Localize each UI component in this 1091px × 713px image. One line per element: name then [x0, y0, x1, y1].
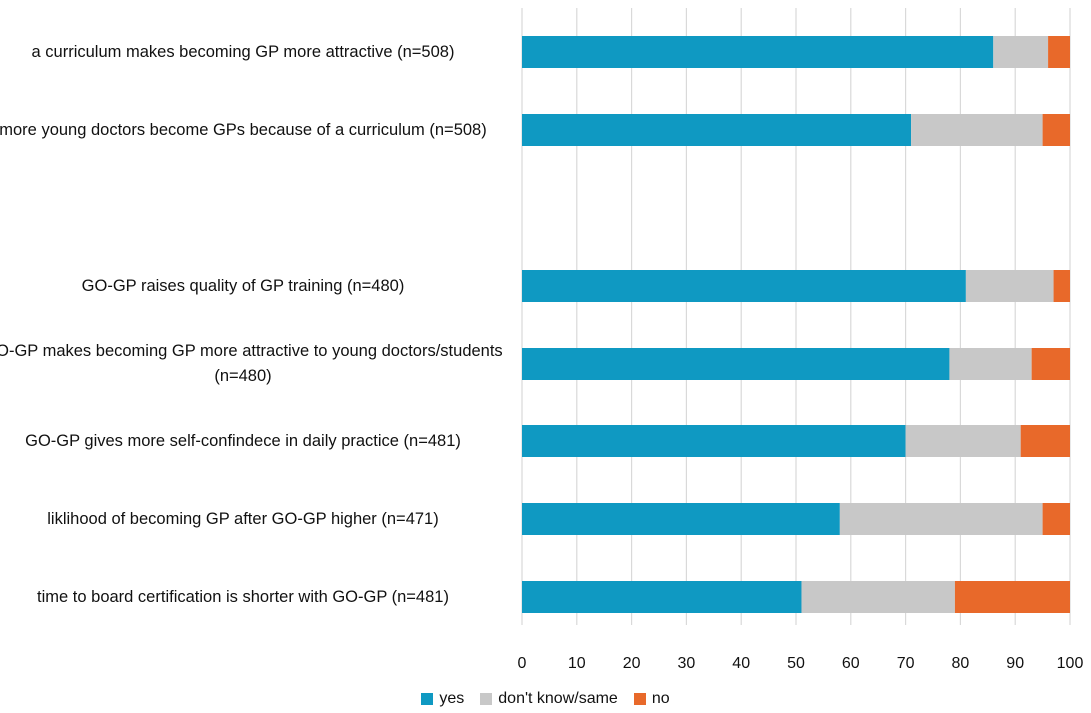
category-label: GO-GP gives more self-confindece in dail… — [25, 431, 461, 450]
bar-segment-don-t-know-same — [801, 581, 955, 613]
bar-segment-yes — [522, 581, 802, 613]
x-tick-label: 0 — [518, 655, 527, 672]
x-tick-label: 40 — [732, 655, 750, 672]
bar-segment-no — [1053, 270, 1070, 302]
category-label: liklihood of becoming GP after GO-GP hig… — [47, 509, 439, 528]
x-tick-label: 20 — [623, 655, 641, 672]
legend-item: don't know/same — [480, 690, 618, 708]
legend-swatch — [480, 693, 493, 705]
bars — [522, 36, 1070, 613]
x-tick-label: 30 — [678, 655, 696, 672]
legend: yes don't know/same no — [0, 690, 1091, 710]
legend-item: no — [633, 690, 670, 708]
bar-segment-don-t-know-same — [839, 503, 1043, 535]
x-tick-label: 70 — [897, 655, 915, 672]
bar-segment-no — [1042, 114, 1070, 146]
legend-label: don't know/same — [498, 690, 618, 707]
x-tick-label: 80 — [952, 655, 970, 672]
bar-segment-yes — [522, 425, 906, 457]
bar-segment-no — [1020, 425, 1070, 457]
category-label: time to board certification is shorter w… — [37, 587, 449, 606]
legend-label: yes — [439, 690, 465, 707]
bar-segment-yes — [522, 114, 912, 146]
bar-segment-yes — [522, 270, 966, 302]
x-tick-label: 100 — [1057, 655, 1084, 672]
bar-segment-don-t-know-same — [993, 36, 1049, 68]
bar-segment-yes — [522, 503, 840, 535]
bar-segment-yes — [522, 348, 950, 380]
legend-swatch — [633, 693, 646, 705]
legend-label: no — [651, 690, 670, 707]
category-label: more young doctors become GPs because of… — [0, 120, 487, 139]
x-tick-label: 90 — [1006, 655, 1024, 672]
bar-segment-don-t-know-same — [965, 270, 1054, 302]
bar-segment-no — [1042, 503, 1070, 535]
bar-segment-no — [1031, 348, 1070, 380]
category-label: a curriculum makes becoming GP more attr… — [31, 42, 455, 61]
bar-segment-no — [954, 581, 1070, 613]
bar-segment-don-t-know-same — [911, 114, 1043, 146]
legend-swatch — [421, 693, 434, 705]
category-label: GO-GP raises quality of GP training (n=4… — [81, 276, 405, 295]
bar-segment-yes — [522, 36, 994, 68]
x-tick-label: 60 — [842, 655, 860, 672]
bar-segment-don-t-know-same — [905, 425, 1021, 457]
bar-segment-don-t-know-same — [949, 348, 1032, 380]
x-tick-label: 50 — [787, 655, 805, 672]
bar-segment-no — [1048, 36, 1070, 68]
category-label: GO-GP makes becoming GP more attractive … — [0, 342, 503, 385]
x-axis-ticks: 0 10 20 30 40 50 60 70 80 90 100 — [518, 655, 1084, 672]
legend-item: yes — [421, 690, 464, 708]
x-tick-label: 10 — [568, 655, 586, 672]
